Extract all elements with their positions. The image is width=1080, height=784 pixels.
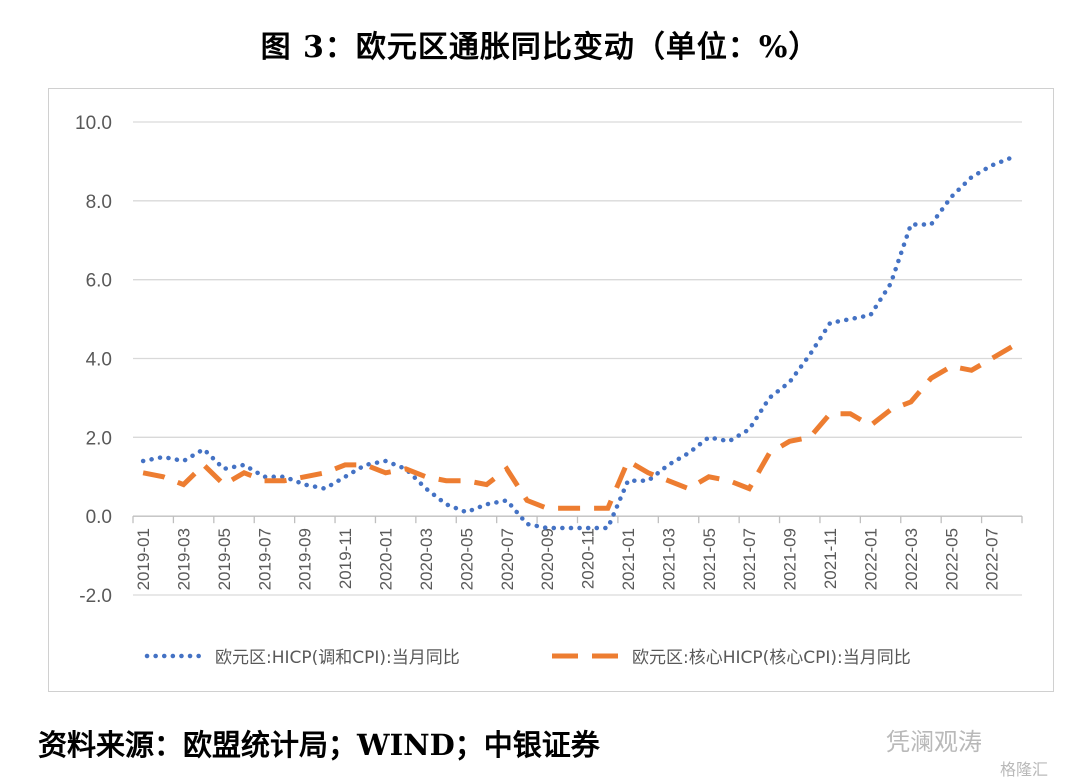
- x-tick-label: 2019-09: [296, 528, 315, 590]
- x-tick-label: 2020-01: [377, 528, 396, 590]
- x-tick-label: 2020-05: [457, 528, 476, 590]
- x-tick-label: 2022-03: [902, 528, 921, 590]
- x-tick-label: 2021-01: [619, 528, 638, 590]
- x-tick-label: 2019-07: [255, 528, 274, 590]
- watermark-account: 凭澜观涛: [886, 728, 982, 756]
- x-tick-label: 2020-09: [538, 528, 557, 590]
- y-tick-label: 6.0: [86, 271, 112, 292]
- x-tick-label: 2021-03: [659, 528, 678, 590]
- source-note: 资料来源：欧盟统计局；WIND；中银证券: [38, 728, 600, 762]
- x-tick-label: 2019-05: [215, 528, 234, 590]
- y-tick-label: 2.0: [86, 428, 112, 449]
- y-axis-ticks: -2.0 0.0 2.0 4.0 6.0 8.0 10.0: [75, 113, 112, 607]
- x-tick-label: 2019-03: [175, 528, 194, 590]
- series-line-core-hicp: [142, 344, 1014, 511]
- gridlines: [133, 121, 1022, 596]
- y-tick-label: 8.0: [86, 192, 112, 213]
- y-tick-label: 0.0: [86, 507, 112, 528]
- x-tick-label: 2021-09: [781, 528, 800, 590]
- series-lines: [140, 155, 1015, 531]
- x-tick-label: 2021-07: [740, 528, 759, 590]
- x-tick-label: 2021-05: [700, 528, 719, 590]
- legend-label: 欧元区:HICP(调和CPI):当月同比: [215, 648, 460, 668]
- x-tick-label: 2020-11: [579, 528, 598, 589]
- y-tick-label: -2.0: [79, 586, 112, 607]
- legend: 欧元区:HICP(调和CPI):当月同比 欧元区:核心HICP(核心CPI):当月…: [144, 648, 911, 668]
- x-axis: [132, 515, 1023, 524]
- chart-title: 图 3：欧元区通胀同比变动（单位：%）: [260, 30, 820, 65]
- y-tick-label: 4.0: [86, 350, 112, 371]
- x-tick-label: 2019-01: [134, 528, 153, 590]
- x-tick-label: 2019-11: [336, 528, 355, 589]
- y-tick-label: 10.0: [75, 113, 112, 134]
- x-tick-label: 2022-07: [983, 528, 1002, 590]
- series-line-hicp: [140, 155, 1015, 531]
- legend-label: 欧元区:核心HICP(核心CPI):当月同比: [632, 648, 911, 668]
- x-axis-ticks: 2019-01 2019-03 2019-05 2019-07 2019-09 2019-…: [134, 528, 1002, 590]
- chart-frame: [48, 88, 1054, 692]
- x-tick-label: 2020-03: [417, 528, 436, 590]
- x-tick-label: 2022-01: [861, 528, 880, 590]
- x-tick-label: 2020-07: [498, 528, 517, 590]
- watermark-brand: 格隆汇: [1000, 760, 1049, 779]
- x-tick-label: 2022-05: [942, 528, 961, 590]
- x-tick-label: 2021-11: [821, 528, 840, 589]
